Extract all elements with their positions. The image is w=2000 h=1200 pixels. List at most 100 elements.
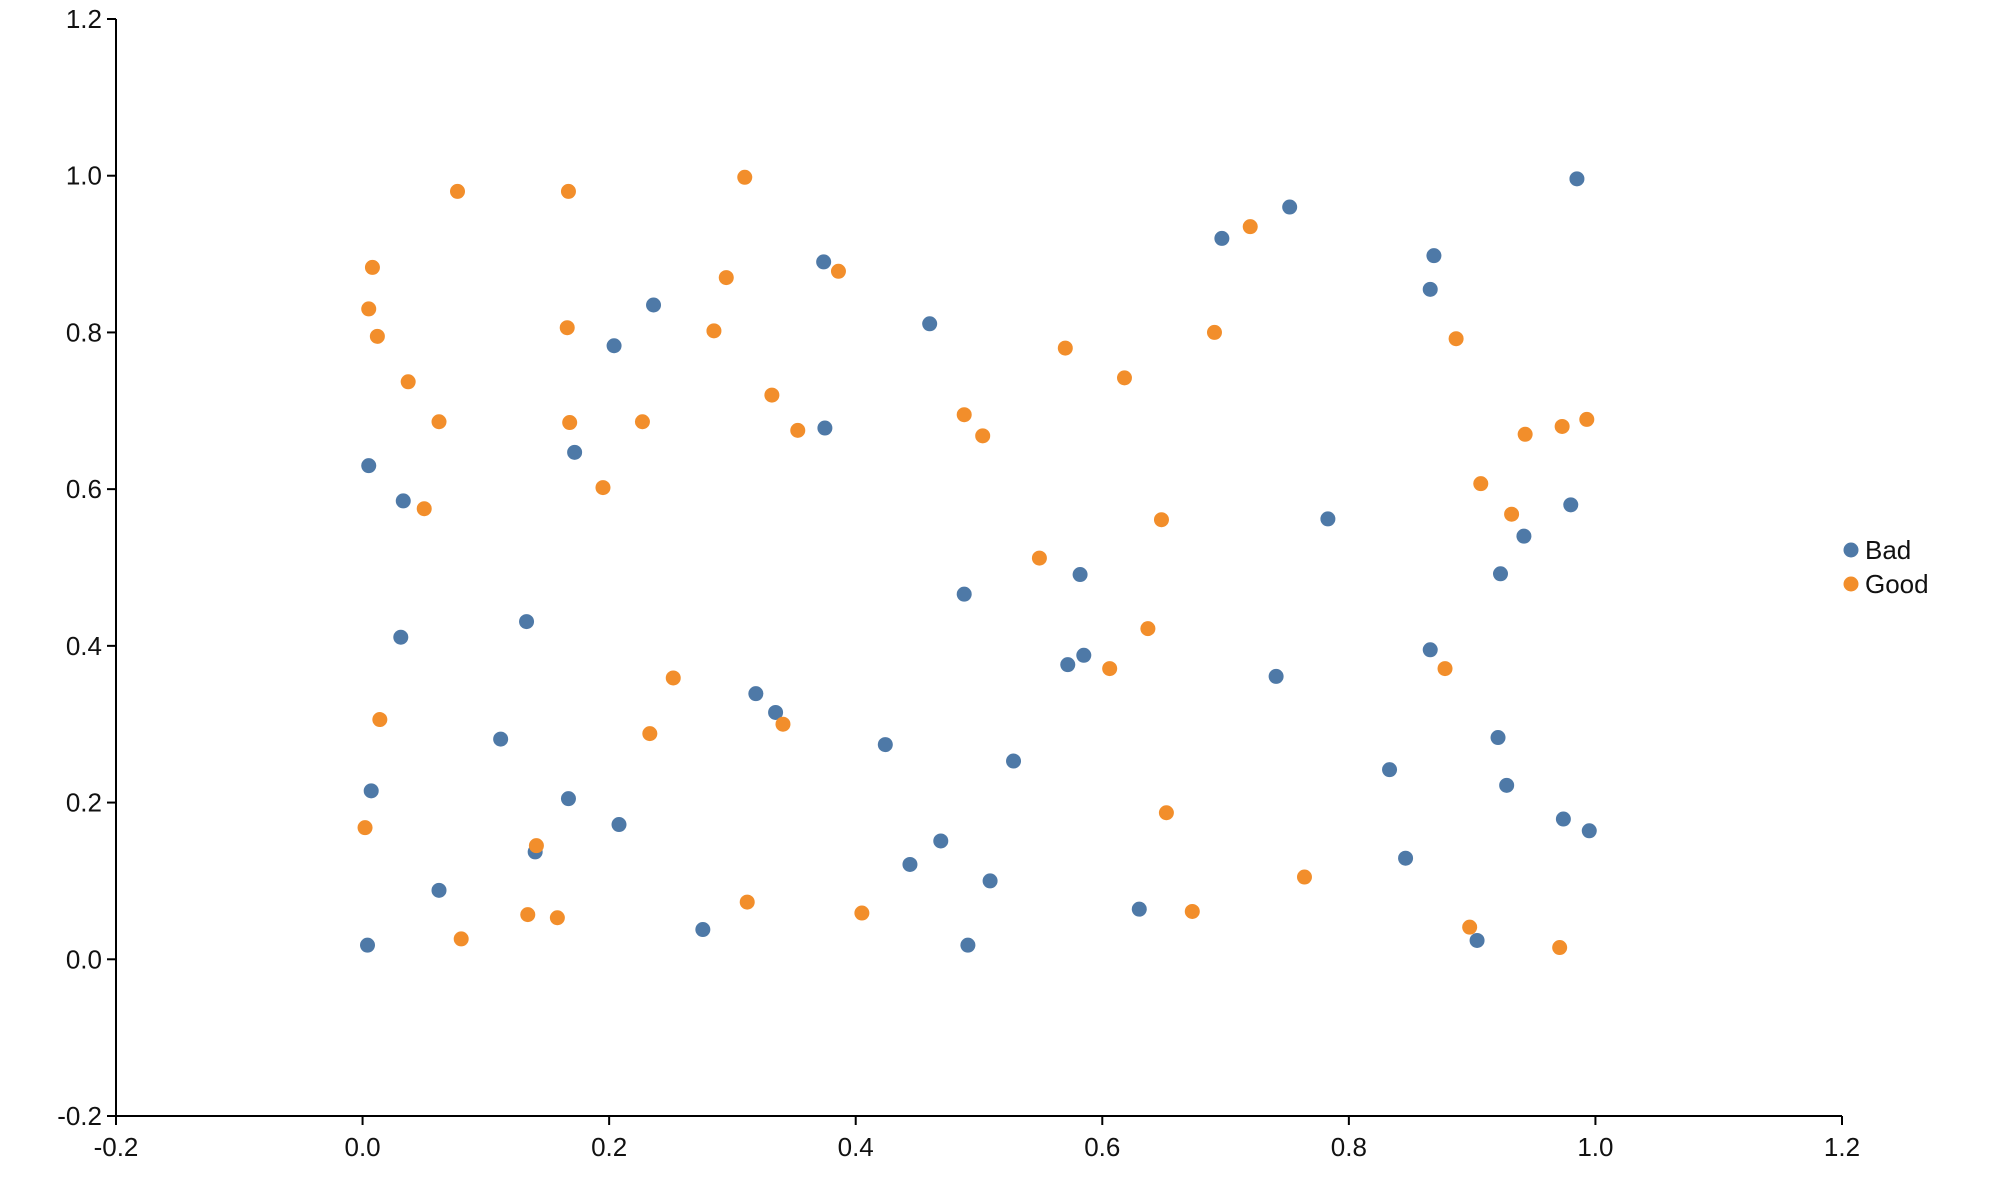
series-good	[357, 169, 1595, 956]
legend-label-good: Good	[1865, 569, 1929, 599]
point-bad	[1076, 647, 1092, 663]
point-bad	[611, 817, 627, 833]
point-good	[1057, 340, 1073, 356]
point-good	[1242, 219, 1258, 235]
point-bad	[695, 922, 711, 938]
point-bad	[431, 882, 447, 898]
point-good	[1473, 476, 1489, 492]
point-bad	[1382, 762, 1398, 778]
point-good	[1579, 411, 1595, 427]
point-bad	[1422, 642, 1438, 658]
point-good	[764, 387, 780, 403]
x-tick-label: 0.0	[344, 1132, 380, 1162]
point-good	[1140, 621, 1156, 637]
point-good	[1437, 661, 1453, 677]
series-bad	[360, 171, 1597, 953]
point-bad	[519, 614, 535, 630]
point-good	[1552, 940, 1568, 956]
point-bad	[1569, 171, 1585, 187]
point-good	[975, 428, 991, 444]
point-good	[665, 670, 681, 686]
y-tick-label: 0.2	[66, 788, 102, 818]
point-bad	[1490, 730, 1506, 746]
y-tick-label: 1.2	[66, 4, 102, 34]
point-good	[450, 183, 466, 199]
point-bad	[748, 686, 764, 702]
point-bad	[1060, 657, 1076, 673]
point-good	[1031, 550, 1047, 566]
point-good	[1102, 661, 1118, 677]
data-points	[357, 169, 1597, 956]
point-bad	[982, 873, 998, 889]
legend-label-bad: Bad	[1865, 535, 1911, 565]
point-bad	[960, 937, 976, 953]
point-good	[642, 726, 658, 742]
legend: Bad Good	[1843, 535, 1929, 599]
point-bad	[363, 783, 379, 799]
point-good	[416, 501, 432, 517]
legend-marker-bad	[1843, 542, 1859, 558]
point-bad	[395, 493, 411, 509]
point-good	[559, 320, 575, 336]
point-good	[737, 169, 753, 185]
point-good	[364, 259, 380, 275]
point-bad	[560, 791, 576, 807]
point-bad	[816, 254, 832, 270]
point-good	[1504, 506, 1520, 522]
point-bad	[877, 737, 893, 753]
point-bad	[1581, 823, 1597, 839]
point-good	[400, 374, 416, 390]
point-good	[739, 894, 755, 910]
point-good	[1184, 903, 1200, 919]
point-good	[1554, 418, 1570, 434]
point-bad	[1006, 753, 1022, 769]
point-bad	[956, 586, 972, 602]
x-tick-label: 0.8	[1331, 1132, 1367, 1162]
point-good	[1116, 370, 1132, 386]
point-bad	[1320, 511, 1336, 527]
point-good	[1153, 512, 1169, 528]
x-tick-label: 1.0	[1577, 1132, 1613, 1162]
point-good	[830, 263, 846, 279]
point-good	[790, 422, 806, 438]
x-tick-label: 0.4	[838, 1132, 874, 1162]
y-tick-label: 0.6	[66, 474, 102, 504]
point-bad	[1492, 566, 1508, 582]
point-good	[361, 301, 377, 317]
axes: -0.2 0.0 0.2 0.4 0.6 0.8 1.0 1.2 -0.2 0.0 0.2 0.4 0.…	[57, 4, 1860, 1162]
point-bad	[393, 629, 409, 645]
point-good	[357, 820, 373, 836]
point-bad	[902, 856, 918, 872]
point-bad	[768, 704, 784, 720]
point-bad	[1282, 199, 1298, 215]
point-good	[1296, 869, 1312, 885]
point-bad	[1555, 811, 1571, 827]
y-tick-label: 1.0	[66, 161, 102, 191]
point-good	[1448, 331, 1464, 347]
point-bad	[1214, 230, 1230, 246]
point-bad	[922, 316, 938, 332]
point-bad	[1398, 850, 1414, 866]
y-tick-label: -0.2	[57, 1101, 102, 1131]
point-bad	[646, 297, 662, 313]
point-bad	[1516, 528, 1532, 544]
point-bad	[1422, 281, 1438, 297]
point-bad	[360, 937, 376, 953]
point-bad	[493, 731, 509, 747]
point-bad	[1268, 668, 1284, 684]
point-good	[1158, 805, 1174, 821]
point-good	[560, 183, 576, 199]
point-good	[634, 414, 650, 430]
point-good	[372, 712, 388, 728]
y-tick-label: 0.0	[66, 944, 102, 974]
point-good	[369, 328, 385, 344]
point-bad	[817, 420, 833, 436]
point-good	[595, 480, 611, 496]
point-bad	[361, 458, 377, 474]
point-good	[431, 414, 447, 430]
point-bad	[1469, 932, 1485, 948]
y-tick-label: 0.8	[66, 317, 102, 347]
point-good	[956, 407, 972, 423]
